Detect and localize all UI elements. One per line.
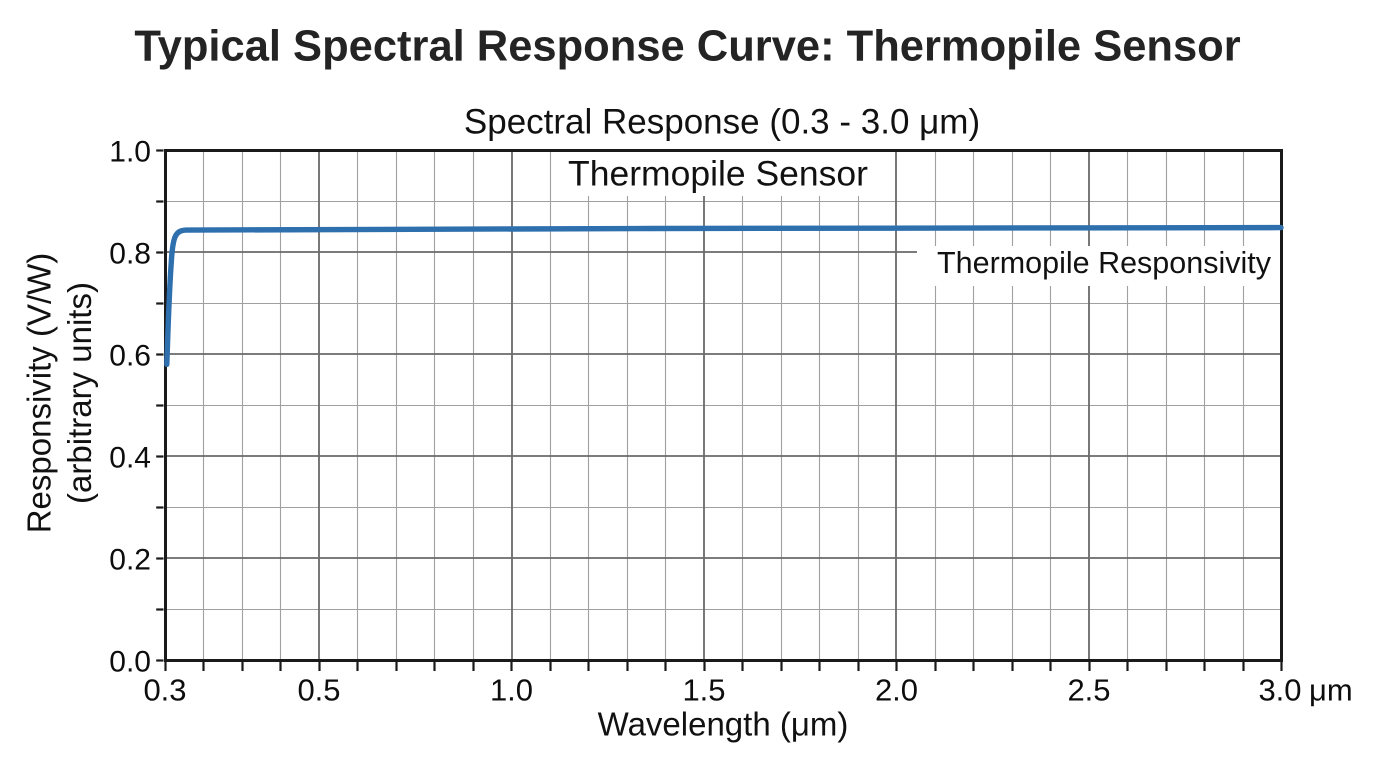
svg-text:0.8: 0.8 <box>109 237 151 270</box>
svg-text:0.6: 0.6 <box>109 340 151 373</box>
svg-text:1.0: 1.0 <box>109 135 151 168</box>
svg-text:0.5: 0.5 <box>297 673 340 708</box>
svg-text:1.0: 1.0 <box>490 673 533 708</box>
svg-text:0.3: 0.3 <box>143 673 186 708</box>
svg-text:0.2: 0.2 <box>109 544 151 577</box>
svg-text:Spectral Response (0.3 - 3.0 μ: Spectral Response (0.3 - 3.0 μm) <box>464 103 980 142</box>
svg-text:0.0: 0.0 <box>109 646 151 679</box>
svg-text:Thermopile Sensor: Thermopile Sensor <box>568 154 868 194</box>
svg-text:μm: μm <box>1309 673 1353 708</box>
svg-text:0.4: 0.4 <box>109 442 151 475</box>
svg-text:(arbitrary units): (arbitrary units) <box>61 282 98 504</box>
svg-text:Typical Spectral Response Curv: Typical Spectral Response Curve: Thermop… <box>134 22 1240 70</box>
svg-text:Responsivity (V/W): Responsivity (V/W) <box>21 253 58 534</box>
svg-text:1.5: 1.5 <box>682 673 725 708</box>
svg-text:3.0: 3.0 <box>1258 673 1301 708</box>
svg-text:2.5: 2.5 <box>1067 673 1110 708</box>
svg-text:Thermopile Responsivity: Thermopile Responsivity <box>937 246 1272 280</box>
svg-text:Wavelength (μm): Wavelength (μm) <box>598 706 849 743</box>
svg-text:2.0: 2.0 <box>875 673 918 708</box>
